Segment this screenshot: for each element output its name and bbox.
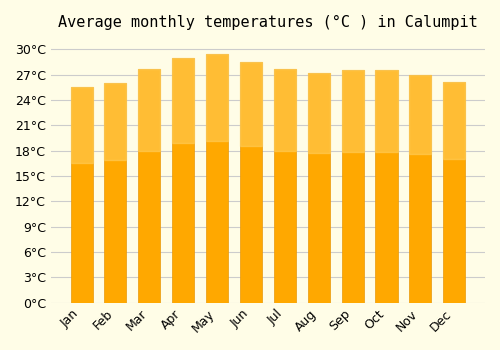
Bar xyxy=(172,58,194,144)
Bar xyxy=(443,82,466,159)
Bar xyxy=(240,62,262,303)
Bar xyxy=(240,62,262,146)
Bar xyxy=(274,69,296,303)
Bar xyxy=(104,83,126,160)
Bar xyxy=(138,69,160,150)
Bar xyxy=(342,70,363,303)
Bar xyxy=(70,88,92,303)
Title: Average monthly temperatures (°C ) in Calumpit: Average monthly temperatures (°C ) in Ca… xyxy=(58,15,478,30)
Bar xyxy=(206,54,228,141)
Bar xyxy=(172,58,194,303)
Bar xyxy=(376,70,398,152)
Bar xyxy=(308,73,330,153)
Bar xyxy=(410,75,432,303)
Bar xyxy=(70,88,92,163)
Bar xyxy=(342,70,363,152)
Bar xyxy=(274,69,296,150)
Bar xyxy=(104,83,126,303)
Bar xyxy=(410,75,432,154)
Bar xyxy=(308,73,330,303)
Bar xyxy=(138,69,160,303)
Bar xyxy=(443,82,466,303)
Bar xyxy=(376,70,398,303)
Bar xyxy=(206,54,228,303)
